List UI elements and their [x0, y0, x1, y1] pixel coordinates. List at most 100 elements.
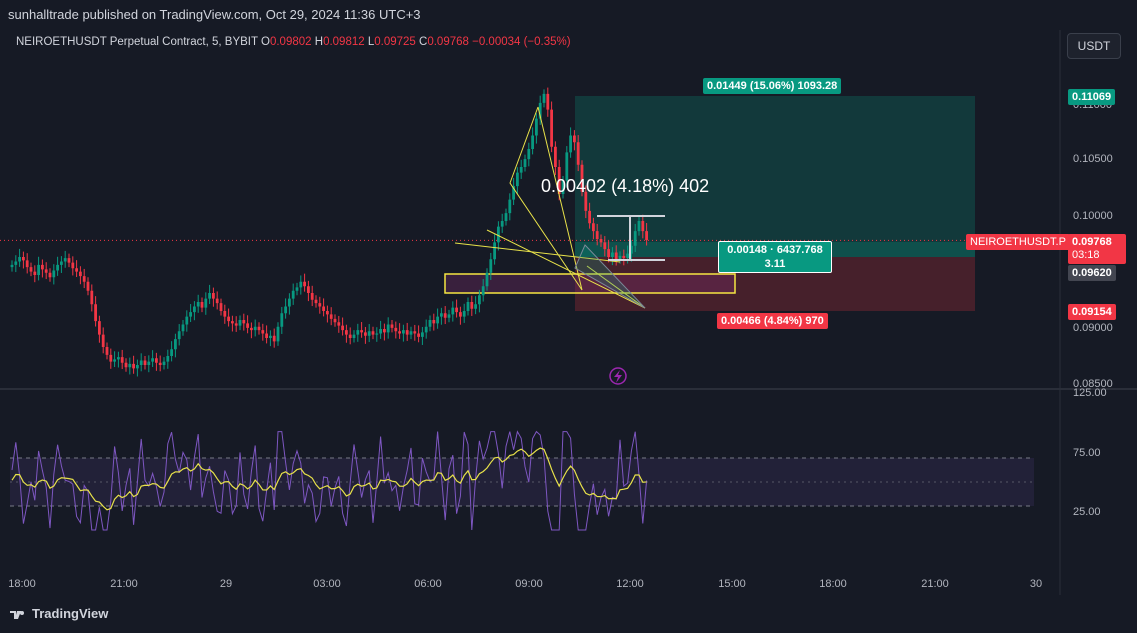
candle-body [219, 303, 223, 311]
last-price-value: 0.09768 [1072, 236, 1112, 248]
candle-body [94, 304, 97, 322]
close-label: C [419, 36, 428, 48]
symbol-name[interactable]: NEIROETHUSDT Perpetual Contract, 5, BYBI… [16, 36, 258, 48]
loss-label: 0.00466 (4.84%) 970 [717, 313, 828, 329]
candle-body [485, 272, 489, 287]
candle-body [71, 262, 75, 269]
candle-body [151, 358, 154, 362]
candle-body [584, 191, 588, 211]
candle-body [303, 281, 306, 287]
candle-body [10, 264, 14, 268]
position-center-value: 0.00148 · 6437.768 [727, 244, 823, 256]
candle-body [272, 335, 276, 342]
candle-body [371, 331, 375, 335]
x-tick-label: 12:00 [616, 578, 644, 590]
candle-body [409, 331, 413, 335]
candle-body [139, 360, 143, 365]
candle-body [314, 299, 318, 304]
candle-body [428, 320, 432, 327]
change-value: −0.00034 (−0.35%) [472, 36, 571, 48]
candle-body [645, 231, 648, 241]
candle-body [375, 333, 379, 335]
candle-body [329, 314, 333, 319]
candle-body [117, 357, 120, 360]
candle-body [546, 93, 550, 110]
candle-body [417, 333, 420, 337]
candle-body [231, 321, 234, 324]
candle-body [307, 286, 310, 293]
profit-label: 0.01449 (15.06%) 1093.28 [703, 78, 842, 94]
candle-body [177, 331, 181, 340]
candle-body [193, 306, 196, 313]
candle-body [383, 329, 386, 333]
candle-body [580, 164, 584, 192]
stop-price-tag: 0.09154 [1068, 304, 1116, 320]
candle-body [52, 270, 56, 278]
y-tick-label: 0.08500 [1073, 378, 1113, 390]
x-tick-label: 21:00 [921, 578, 949, 590]
candle-body [200, 302, 204, 308]
candle-body [637, 221, 641, 232]
currency-button[interactable]: USDT [1067, 33, 1121, 59]
candle-body [565, 152, 569, 181]
candle-body [424, 326, 428, 333]
tradingview-logo-icon [10, 610, 24, 619]
candle-body [185, 316, 189, 325]
candle-body [413, 331, 417, 334]
candle-body [109, 354, 113, 362]
candle-body [481, 286, 485, 296]
triangle-pattern [574, 244, 646, 309]
candle-body [204, 298, 208, 308]
candle-body [22, 257, 25, 261]
candle-body [535, 118, 538, 136]
candle-body [451, 307, 455, 315]
candle-body [158, 362, 162, 365]
candle-body [37, 264, 40, 275]
candle-body [440, 313, 443, 317]
lightning-icon[interactable] [609, 367, 627, 385]
candle-body [162, 361, 166, 365]
candle-body [611, 252, 614, 257]
candle-body [265, 333, 268, 338]
candle-body [462, 311, 466, 317]
candle-body [82, 276, 86, 282]
candle-body [60, 261, 63, 265]
candle-body [470, 302, 474, 309]
candle-body [633, 231, 637, 246]
rsi-tick-label: 75.00 [1073, 447, 1101, 459]
candle-body [67, 258, 71, 263]
candle-body [519, 167, 523, 173]
candle-body [390, 324, 394, 328]
candle-body [595, 231, 599, 239]
high-label: H [314, 36, 324, 48]
candle-body [196, 302, 200, 307]
candle-body [622, 255, 626, 259]
candle-body [607, 249, 610, 257]
publisher-text: sunhalltrade published on TradingView.co… [8, 7, 421, 22]
close-value: 0.09768 [427, 36, 469, 48]
open-label: O [261, 36, 270, 48]
x-tick-label: 18:00 [819, 578, 847, 590]
candle-body [29, 267, 33, 272]
candle-body [120, 357, 124, 363]
risk-reward-ratio: 3.11 [764, 258, 786, 270]
symbol-price-tag: NEIROETHUSDT.P [966, 234, 1070, 250]
candle-body [253, 326, 257, 331]
candle-body [352, 334, 356, 338]
candle-body [474, 304, 477, 309]
candle-body [280, 313, 284, 327]
candle-body [250, 327, 253, 331]
candle-body [588, 210, 591, 224]
candle-body [497, 226, 500, 243]
candle-body [295, 287, 299, 291]
candle-body [554, 146, 557, 167]
candle-body [512, 186, 515, 200]
candle-body [269, 335, 272, 338]
high-value: 0.09812 [323, 36, 365, 48]
candle-body [478, 295, 481, 305]
position-center-label[interactable]: 0.00148 · 6437.768 3.11 [718, 241, 832, 273]
candle-body [432, 320, 436, 324]
candle-body [402, 330, 405, 334]
candle-body [75, 268, 78, 272]
